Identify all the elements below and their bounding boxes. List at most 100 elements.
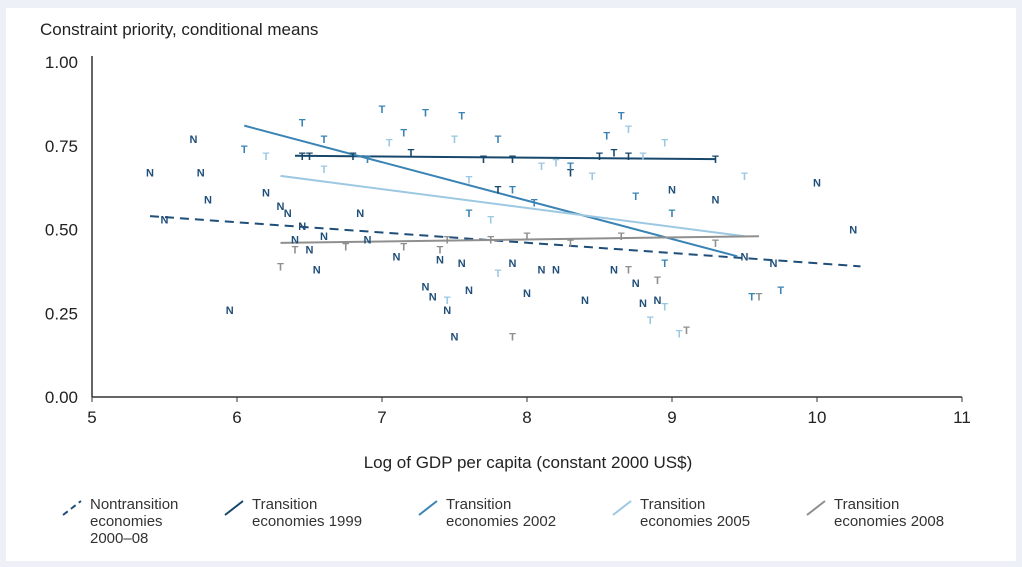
chart-panel (6, 8, 1016, 561)
y-tick-label: 0.00 (45, 388, 78, 407)
data-point-t: T (661, 302, 668, 314)
data-point-t: T (495, 184, 502, 196)
data-point-t: T (299, 117, 306, 129)
data-point-t: T (487, 214, 494, 226)
data-point-n: N (741, 251, 749, 263)
data-point-t: T (466, 208, 473, 220)
data-point-n: N (429, 292, 437, 304)
legend-swatch-solid (806, 500, 826, 516)
legend-label: Transition economies 1999 (252, 496, 363, 530)
legend-label: Transition economies 2002 (446, 496, 557, 530)
data-point-n: N (465, 285, 473, 297)
x-tick-label: 10 (808, 408, 827, 427)
data-point-t: T (321, 134, 328, 146)
data-point-t: T (596, 151, 603, 163)
data-point-n: N (298, 221, 306, 233)
data-point-t: T (654, 275, 661, 287)
data-point-n: N (161, 214, 169, 226)
fit-line-2 (243, 124, 738, 258)
data-point-n: N (320, 231, 328, 243)
data-point-t: T (589, 171, 596, 183)
data-point-n: N (291, 235, 299, 247)
data-point-t: T (466, 174, 473, 186)
data-point-n: N (204, 194, 212, 206)
data-point-n: N (654, 295, 662, 307)
data-point-t: T (292, 245, 299, 257)
data-point-n: N (436, 255, 444, 267)
data-point-n: N (458, 258, 466, 270)
x-tick-label: 11 (953, 408, 971, 427)
y-tick-label: 1.00 (45, 53, 78, 72)
x-tick-label: 8 (522, 408, 531, 427)
data-point-n: N (451, 332, 459, 344)
data-point-n: N (313, 265, 321, 277)
data-point-t: T (458, 111, 465, 123)
legend-label: Transition economies 2005 (640, 496, 751, 530)
data-point-t: T (748, 292, 755, 304)
data-point-n: N (538, 265, 546, 277)
data-point-t: T (321, 164, 328, 176)
scatter-plot: 5 6 7 8 9 10 110.000.250.500.751.00 NNNNNNNNNN… (45, 53, 971, 472)
data-point-t: T (480, 154, 487, 166)
legend-swatch-solid (224, 500, 244, 516)
data-point-t: T (756, 292, 763, 304)
y-tick-label: 0.75 (45, 137, 78, 156)
data-point-n: N (277, 201, 285, 213)
x-tick-label: 5 (87, 408, 96, 427)
data-point-n: N (284, 208, 292, 220)
data-point-t: T (299, 151, 306, 163)
data-point-t: T (509, 184, 516, 196)
data-point-t: T (625, 265, 632, 277)
data-point-t: T (277, 261, 284, 273)
fit-line-0 (149, 215, 861, 268)
data-point-t: T (531, 198, 538, 210)
data-point-t: T (661, 137, 668, 149)
data-point-t: T (712, 238, 719, 250)
fit-line-1 (294, 154, 716, 161)
fit-line-4 (280, 235, 760, 244)
data-point-t: T (509, 332, 516, 344)
data-point-n: N (356, 208, 364, 220)
axes: 5 6 7 8 9 10 11 0.00 0.25 0.50 0.75 1.00 (45, 53, 971, 427)
y-tick-label: 0.25 (45, 304, 78, 323)
data-point-t: T (683, 325, 690, 337)
data-point-t: T (524, 231, 531, 243)
data-point-n: N (197, 168, 205, 180)
data-point-t: T (676, 328, 683, 340)
data-point-t: T (306, 151, 313, 163)
data-point-t: T (495, 134, 502, 146)
data-point-n: N (422, 281, 430, 293)
data-point-t: T (632, 191, 639, 203)
data-point-t: T (538, 161, 545, 173)
data-point-t: T (400, 241, 407, 253)
data-point-t: T (422, 107, 429, 119)
data-point-t: T (364, 154, 371, 166)
legend-label: Transition economies 2008 (834, 496, 945, 530)
data-point-n: N (306, 245, 314, 257)
legend: Nontransition economies 2000–08 Transiti… (60, 496, 1010, 556)
data-point-n: N (581, 295, 589, 307)
data-point-t: T (611, 147, 618, 159)
legend-swatch-solid (612, 500, 632, 516)
data-point-t: T (567, 238, 574, 250)
y-tick-label: 0.50 (45, 221, 78, 240)
data-point-t: T (661, 258, 668, 270)
data-point-n: N (610, 265, 618, 277)
data-point-t: T (386, 137, 393, 149)
data-point-n: N (813, 178, 821, 190)
x-tick-label: 6 (232, 408, 241, 427)
data-point-t: T (444, 295, 451, 307)
legend-label: Nontransition economies 2000–08 (90, 496, 179, 547)
data-point-n: N (226, 305, 234, 317)
data-point-n: N (146, 168, 154, 180)
fit-lines (149, 124, 861, 268)
data-point-t: T (400, 127, 407, 139)
data-point-n: N (770, 258, 778, 270)
data-point-n: N (443, 305, 451, 317)
x-axis-label: Log of GDP per capita (constant 2000 US$… (364, 453, 693, 472)
data-point-t: T (509, 154, 516, 166)
data-point-n: N (712, 194, 720, 206)
data-point-t: T (379, 104, 386, 116)
data-point-t: T (712, 154, 719, 166)
data-point-t: T (263, 151, 270, 163)
